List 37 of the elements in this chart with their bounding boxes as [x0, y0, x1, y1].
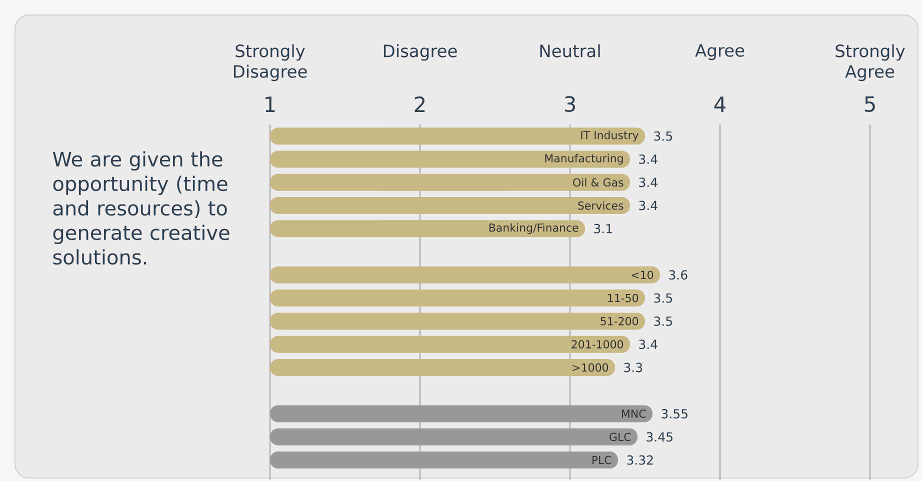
x-tick-label: 1: [266, 96, 275, 112]
y-tick-label: 201-1000: [572, 340, 624, 348]
y-tick-label: PLC: [592, 456, 612, 464]
text: Neutral: [540, 44, 600, 58]
data-label: 3.55: [662, 409, 688, 418]
y-tick-label: Oil & Gas: [573, 178, 624, 187]
y-tick-label: Services: [578, 201, 624, 210]
data-label: 3.45: [646, 432, 672, 442]
data-label: 3.3: [624, 362, 642, 372]
data-label: 3.4: [639, 154, 658, 164]
text: We are given the opportunity (time and resources) to generate creative solutions.: [52, 151, 230, 265]
y-tick-label: IT Industry: [581, 130, 638, 142]
data-label: 3.6: [669, 270, 688, 280]
x-tick-label: 2: [414, 96, 425, 112]
y-tick-label: 11-50: [608, 294, 638, 302]
y-tick-label: MNC: [622, 410, 646, 418]
data-label: 3.1: [594, 224, 612, 234]
text: Strongly Agree: [836, 44, 905, 82]
y-tick-label: <10: [632, 270, 654, 280]
text: Strongly Disagree: [234, 44, 307, 82]
data-label: 3.32: [627, 455, 653, 465]
y-tick-label: 51-200: [600, 317, 638, 326]
x-tick-label: 4: [714, 96, 726, 112]
y-tick-label: >1000: [572, 363, 608, 372]
data-label: 3.4: [639, 340, 658, 350]
text: Disagree: [384, 44, 457, 61]
data-label: 3.4: [639, 200, 658, 210]
data-label: 3.5: [654, 316, 672, 326]
y-tick-label: GLC: [610, 432, 631, 442]
x-tick-label: 5: [864, 96, 875, 112]
data-label: 3.5: [654, 131, 672, 141]
data-label: 3.4: [639, 178, 658, 188]
x-tick-label: 3: [564, 96, 575, 112]
y-tick-label: Manufacturing: [545, 154, 623, 165]
y-tick-label: Banking/Finance: [489, 223, 578, 234]
data-label: 3.5: [654, 293, 672, 303]
text: Agree: [695, 44, 744, 60]
